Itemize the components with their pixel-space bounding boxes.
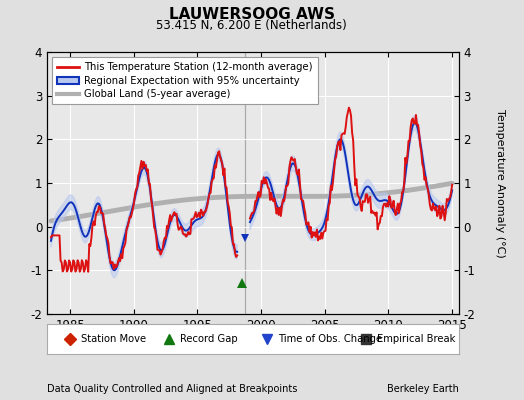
Text: Berkeley Earth: Berkeley Earth: [387, 384, 458, 394]
Text: Empirical Break: Empirical Break: [377, 334, 455, 344]
Y-axis label: Temperature Anomaly (°C): Temperature Anomaly (°C): [495, 109, 505, 257]
Text: Data Quality Controlled and Aligned at Breakpoints: Data Quality Controlled and Aligned at B…: [47, 384, 298, 394]
Text: LAUWERSOOG AWS: LAUWERSOOG AWS: [169, 7, 334, 22]
Text: Record Gap: Record Gap: [180, 334, 237, 344]
Text: Station Move: Station Move: [81, 334, 146, 344]
Text: Time of Obs. Change: Time of Obs. Change: [278, 334, 383, 344]
Legend: This Temperature Station (12-month average), Regional Expectation with 95% uncer: This Temperature Station (12-month avera…: [52, 57, 318, 104]
Text: 53.415 N, 6.200 E (Netherlands): 53.415 N, 6.200 E (Netherlands): [156, 19, 347, 32]
